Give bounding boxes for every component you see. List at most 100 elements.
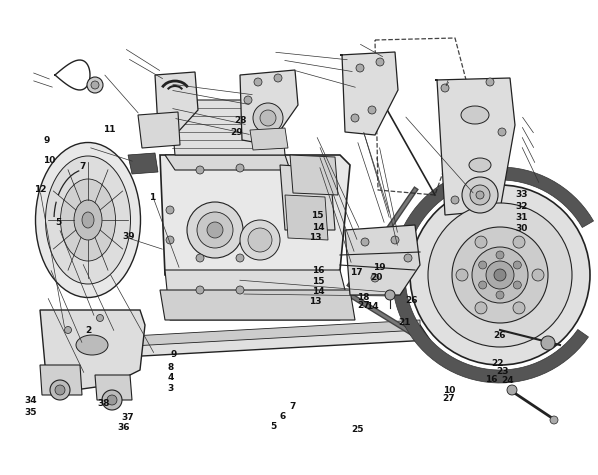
Text: 2: 2: [86, 326, 91, 334]
Circle shape: [376, 58, 384, 66]
Circle shape: [496, 251, 504, 259]
Circle shape: [166, 236, 174, 244]
Circle shape: [462, 177, 498, 213]
Circle shape: [494, 269, 506, 281]
Text: 14: 14: [365, 302, 379, 311]
Circle shape: [107, 395, 117, 405]
Polygon shape: [165, 270, 345, 320]
Text: 36: 36: [118, 423, 130, 432]
Text: 37: 37: [121, 413, 134, 421]
Circle shape: [541, 336, 555, 350]
Text: 21: 21: [398, 318, 410, 326]
Ellipse shape: [82, 212, 94, 228]
Polygon shape: [290, 155, 338, 195]
Text: 29: 29: [230, 128, 243, 137]
Text: 9: 9: [170, 350, 176, 359]
Circle shape: [441, 84, 449, 92]
Circle shape: [351, 114, 359, 122]
Circle shape: [428, 203, 572, 347]
Text: 39: 39: [122, 232, 135, 241]
Ellipse shape: [45, 156, 130, 284]
Polygon shape: [128, 153, 158, 174]
Polygon shape: [155, 72, 198, 132]
Circle shape: [476, 191, 484, 199]
Text: 30: 30: [515, 225, 527, 233]
Text: 20: 20: [370, 274, 382, 282]
Text: 3: 3: [167, 384, 173, 393]
Circle shape: [196, 254, 204, 262]
Polygon shape: [95, 375, 132, 400]
Text: 11: 11: [103, 125, 115, 133]
Ellipse shape: [76, 335, 108, 355]
Text: 18: 18: [357, 294, 369, 302]
Text: 7: 7: [80, 162, 86, 171]
Circle shape: [513, 281, 521, 289]
Text: 10: 10: [44, 156, 56, 165]
Circle shape: [371, 274, 379, 282]
Circle shape: [254, 78, 262, 86]
Circle shape: [240, 220, 280, 260]
Circle shape: [475, 236, 487, 248]
Polygon shape: [160, 290, 355, 320]
Circle shape: [274, 74, 282, 82]
Text: 19: 19: [373, 264, 386, 272]
Polygon shape: [165, 155, 290, 170]
Circle shape: [496, 291, 504, 299]
Circle shape: [102, 390, 122, 410]
Circle shape: [486, 261, 514, 289]
Circle shape: [91, 81, 99, 89]
Text: 25: 25: [352, 426, 364, 434]
Circle shape: [486, 78, 494, 86]
Circle shape: [456, 269, 468, 281]
Circle shape: [244, 96, 252, 104]
Circle shape: [196, 166, 204, 174]
Polygon shape: [345, 225, 420, 295]
Circle shape: [470, 185, 490, 205]
Ellipse shape: [60, 179, 115, 261]
Circle shape: [260, 110, 276, 126]
Circle shape: [87, 77, 103, 93]
Circle shape: [498, 128, 506, 136]
Text: 12: 12: [34, 186, 46, 194]
Circle shape: [236, 254, 244, 262]
Circle shape: [513, 261, 521, 269]
Text: 1: 1: [150, 193, 155, 201]
Circle shape: [96, 314, 103, 322]
Text: 22: 22: [492, 359, 504, 368]
Text: 15: 15: [311, 211, 323, 220]
Text: 14: 14: [312, 223, 325, 232]
Text: 34: 34: [25, 397, 38, 405]
Text: 15: 15: [313, 277, 325, 285]
Circle shape: [475, 302, 487, 314]
Circle shape: [236, 286, 244, 294]
Circle shape: [513, 302, 525, 314]
Circle shape: [166, 206, 174, 214]
Circle shape: [451, 196, 459, 204]
Polygon shape: [160, 155, 350, 295]
Circle shape: [391, 236, 399, 244]
Polygon shape: [250, 128, 288, 150]
Text: 32: 32: [515, 202, 527, 211]
Circle shape: [507, 385, 517, 395]
Circle shape: [253, 103, 283, 133]
Circle shape: [478, 261, 487, 269]
Circle shape: [361, 238, 369, 246]
Text: 5: 5: [56, 218, 62, 227]
Text: 24: 24: [501, 377, 514, 385]
Text: 9: 9: [44, 136, 50, 145]
Text: 4: 4: [167, 373, 173, 382]
Circle shape: [368, 106, 376, 114]
Polygon shape: [392, 167, 594, 383]
Circle shape: [207, 222, 223, 238]
Text: 8: 8: [167, 363, 173, 371]
Text: 14: 14: [312, 287, 325, 296]
Circle shape: [55, 385, 65, 395]
Polygon shape: [280, 165, 335, 230]
Polygon shape: [340, 52, 398, 135]
Text: 38: 38: [97, 399, 109, 408]
Polygon shape: [40, 310, 145, 390]
Circle shape: [236, 164, 244, 172]
Text: 33: 33: [515, 190, 527, 199]
Text: 16: 16: [486, 376, 498, 384]
Text: 31: 31: [515, 213, 527, 222]
